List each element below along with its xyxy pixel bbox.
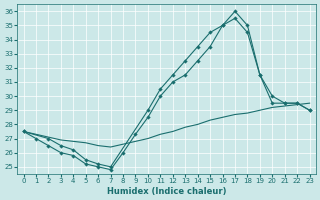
X-axis label: Humidex (Indice chaleur): Humidex (Indice chaleur): [107, 187, 226, 196]
